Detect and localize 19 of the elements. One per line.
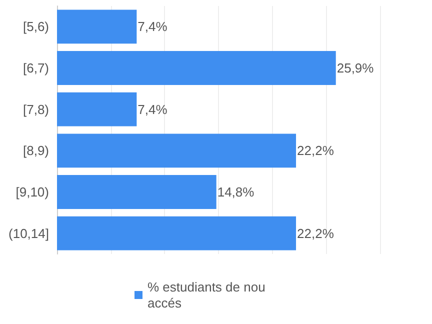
- bar: [57, 216, 296, 250]
- bar: [57, 92, 137, 126]
- data-label: 7,4%: [138, 19, 168, 34]
- y-tick-label: [6,7): [22, 60, 49, 76]
- data-label: 22,2%: [297, 226, 334, 241]
- bar: [57, 51, 336, 85]
- legend-label: % estudiants de nou accés: [148, 280, 269, 310]
- y-tick-label: [7,8): [22, 102, 49, 117]
- bar: [57, 175, 216, 209]
- data-label: 25,9%: [336, 60, 374, 76]
- bar: [57, 134, 296, 168]
- data-label: 14,8%: [217, 184, 255, 200]
- y-tick-label: [8,9): [22, 143, 49, 158]
- y-tick-label: [5,6): [22, 19, 49, 34]
- y-tick-label: (10,14]: [8, 226, 49, 241]
- y-tick-label: [9,10): [16, 184, 49, 200]
- data-label: 22,2%: [297, 143, 334, 158]
- data-label: 7,4%: [138, 102, 168, 117]
- bar: [57, 10, 137, 44]
